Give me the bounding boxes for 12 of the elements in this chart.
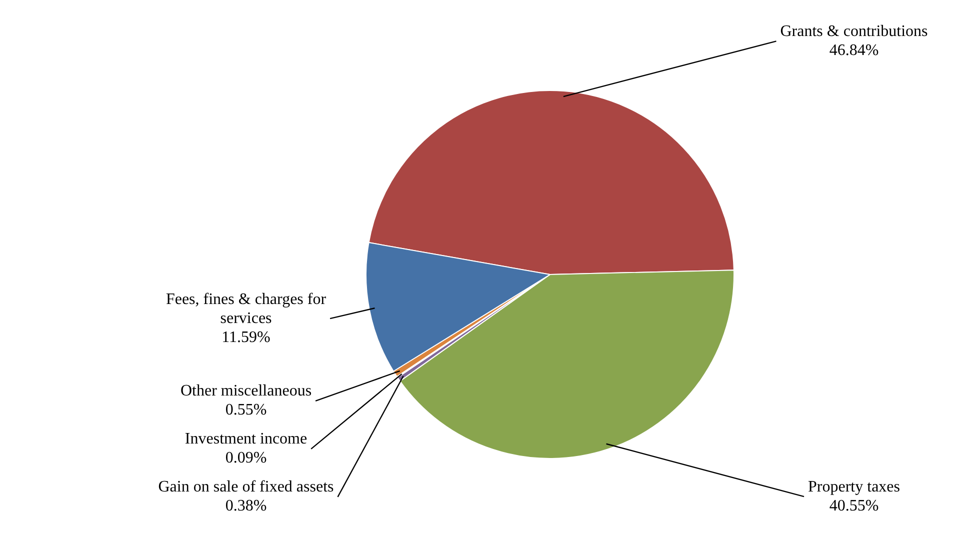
slice-label: Property taxes xyxy=(808,478,900,496)
slice-label: Investment income xyxy=(184,430,308,448)
data-label: 0.09% xyxy=(225,450,267,467)
data-label: 46.84% xyxy=(829,42,879,59)
slice-label: Grants & contributions xyxy=(780,22,928,40)
data-label: 11.59% xyxy=(222,328,270,346)
slice-label: Other miscellaneous xyxy=(180,382,312,400)
data-label: 40.55% xyxy=(829,497,879,514)
slice-label: Fees, fines & charges for services xyxy=(166,290,327,327)
slice-label: Gain on sale of fixed assets xyxy=(158,478,334,496)
data-label: 0.55% xyxy=(225,402,267,419)
data-label: 0.38% xyxy=(225,498,267,515)
